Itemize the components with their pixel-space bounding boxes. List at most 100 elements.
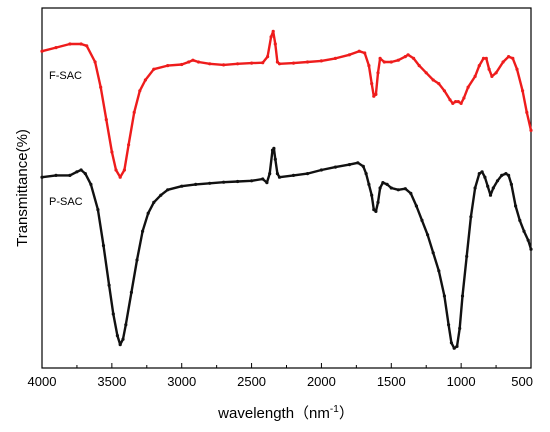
data-point: [79, 42, 83, 46]
data-point: [414, 204, 418, 208]
data-point: [275, 60, 279, 64]
data-point: [159, 193, 163, 197]
data-point: [487, 67, 491, 71]
data-point: [222, 180, 226, 184]
data-point: [462, 96, 466, 100]
x-tick-label: 500: [511, 374, 533, 389]
series-label-f-sac: F-SAC: [49, 70, 82, 82]
data-point: [40, 49, 44, 53]
data-point: [111, 312, 115, 316]
x-axis-ticks: 4000 3500 3000 2500 2000 1500 1000 500: [28, 363, 533, 389]
data-point: [101, 244, 106, 248]
data-point: [466, 85, 470, 89]
data-point: [305, 172, 310, 176]
data-point: [484, 56, 488, 61]
x-tick-label: 2500: [237, 374, 266, 389]
data-point: [389, 60, 393, 64]
data-point: [409, 191, 413, 195]
data-point: [473, 186, 477, 190]
series-label-p-sac: P-SAC: [49, 196, 83, 208]
data-point: [367, 182, 371, 186]
data-point: [277, 175, 282, 179]
data-point: [491, 186, 495, 190]
data-point: [396, 188, 400, 192]
data-point: [396, 58, 400, 62]
data-point: [452, 346, 456, 350]
data-point: [483, 175, 487, 179]
data-point: [448, 98, 452, 102]
data-point: [152, 67, 156, 71]
data-point: [79, 168, 83, 172]
data-point: [424, 71, 428, 75]
data-point: [89, 182, 93, 186]
data-point: [291, 61, 296, 65]
data-point: [118, 343, 122, 347]
data-point: [347, 163, 351, 167]
data-point: [269, 35, 273, 39]
x-tick-label: 2000: [307, 374, 336, 389]
data-point: [236, 62, 240, 66]
x-axis-title-main: wavelength（nm: [217, 405, 330, 422]
data-point: [403, 55, 407, 59]
data-point: [54, 46, 58, 50]
data-point: [333, 56, 337, 61]
y-axis-title: Transmittance(%): [14, 129, 31, 247]
data-point: [152, 200, 156, 204]
series-layer: [40, 29, 533, 350]
data-point: [364, 172, 368, 176]
data-point: [490, 74, 494, 78]
data-point: [75, 170, 79, 174]
data-point: [265, 181, 269, 185]
data-point: [180, 62, 184, 67]
data-point: [114, 168, 118, 172]
x-axis-title-superscript: -1: [330, 404, 339, 415]
data-point: [146, 211, 150, 215]
data-point: [143, 78, 147, 82]
data-point: [127, 143, 131, 147]
data-point: [442, 89, 446, 93]
data-point: [529, 247, 533, 251]
data-point: [208, 181, 212, 185]
data-point: [273, 157, 277, 161]
data-point: [356, 161, 360, 165]
data-point: [367, 64, 371, 68]
data-point: [187, 60, 191, 64]
data-point: [68, 42, 72, 46]
data-point: [437, 82, 441, 86]
x-tick-label: 3500: [97, 374, 126, 389]
data-point: [357, 49, 361, 53]
data-point: [275, 172, 279, 176]
data-point: [431, 78, 435, 82]
data-point: [455, 344, 459, 348]
x-tick-label: 3000: [167, 374, 196, 389]
x-tick-label: 4000: [28, 374, 57, 389]
series-markers-p-sac: [40, 146, 533, 350]
data-point: [361, 164, 365, 168]
data-point: [266, 55, 270, 59]
data-point: [99, 85, 103, 89]
x-tick-label: 1000: [447, 374, 476, 389]
data-point: [515, 67, 519, 71]
data-point: [460, 294, 465, 298]
data-point: [420, 218, 424, 222]
data-point: [403, 187, 407, 191]
data-point: [378, 56, 382, 61]
data-point: [333, 165, 337, 169]
data-point: [272, 146, 276, 150]
data-point: [250, 61, 254, 65]
data-point: [96, 208, 100, 212]
data-point: [431, 251, 435, 255]
data-point: [191, 58, 195, 62]
data-point: [110, 150, 114, 154]
data-point: [132, 110, 136, 114]
data-point: [104, 118, 108, 122]
data-point: [166, 188, 170, 192]
data-point: [271, 29, 275, 33]
data-point: [514, 204, 518, 208]
x-tick-label: 1500: [377, 374, 406, 389]
data-point: [518, 218, 522, 222]
data-point: [526, 238, 530, 242]
data-point: [437, 269, 441, 273]
data-point: [305, 60, 310, 64]
